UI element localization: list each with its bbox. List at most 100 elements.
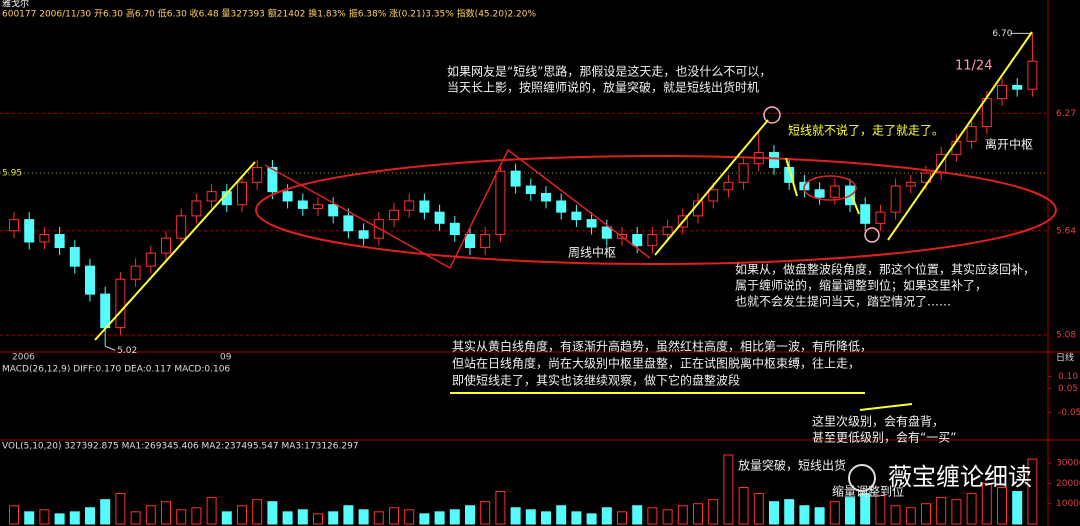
volume-bar	[206, 497, 217, 525]
low-label: 5.02	[117, 346, 137, 356]
candle-body	[723, 181, 734, 191]
note: 周线中枢	[568, 245, 616, 260]
note: 这里次级别，会有盘背，	[812, 414, 944, 429]
candle-body	[510, 170, 521, 187]
volume-bar	[966, 493, 977, 525]
volume-bar	[267, 501, 278, 525]
volume-bar	[9, 505, 19, 525]
candle-body	[39, 234, 50, 243]
note: 当天长上影，按照缠师说的，放量突破，就是短线出货时机	[447, 80, 759, 95]
volume-bar	[85, 507, 95, 525]
candle-body	[1012, 84, 1023, 90]
volume-bar	[814, 507, 825, 525]
volume-bar	[541, 511, 551, 525]
candle-body	[328, 204, 339, 217]
note: 属于缠师说的，缩量调整到位；如果这里补了，	[735, 278, 987, 293]
candle-body	[404, 200, 415, 211]
volume-bar	[161, 501, 171, 525]
candle-body	[647, 234, 658, 247]
note: 放量突破，短线出货	[738, 458, 846, 473]
volume-bar	[449, 509, 460, 525]
annotations-drawing	[94, 31, 1057, 411]
y-tick-label: 6.27	[1056, 109, 1076, 119]
volume-bar	[860, 493, 871, 525]
low-pointer	[105, 345, 116, 351]
volume-bar	[525, 509, 536, 525]
watermark-icon	[848, 464, 876, 492]
volume-bar	[237, 505, 247, 525]
volume-bar	[510, 507, 521, 525]
volume-bar	[176, 509, 187, 525]
volume-bar	[343, 505, 354, 525]
volume-bar	[328, 511, 339, 525]
candle-body	[343, 215, 354, 232]
panel-title: VOL(5,10,20) 327392.875 MA1:269345.406 M…	[2, 442, 359, 452]
volume-bar	[495, 491, 506, 525]
stroke-line	[264, 148, 651, 270]
watermark: 薇宝缠论细读	[888, 463, 1032, 491]
arrow	[859, 403, 913, 411]
volume-bar	[389, 507, 399, 525]
volume-bar	[845, 497, 855, 525]
volume-bar	[39, 509, 50, 525]
candle-body	[176, 215, 187, 239]
volume-bar	[571, 511, 582, 525]
candle-body	[951, 140, 962, 155]
zone-ellipse	[255, 155, 1057, 265]
arrow	[887, 31, 1033, 241]
volume-bar	[632, 505, 643, 525]
volume-bar	[100, 499, 111, 525]
candle-body	[54, 234, 65, 249]
candle-body	[69, 247, 80, 267]
candle-body	[191, 200, 202, 217]
note: 如果从，做盘整波段角度，那这个位置，其实应该回补，	[735, 262, 1035, 277]
y-tick-label: 5.08	[1056, 331, 1076, 341]
candle-body	[9, 219, 19, 232]
candle-body	[890, 185, 901, 213]
period-label: 09	[220, 353, 232, 363]
candle-body	[1027, 60, 1038, 90]
volume-bar	[875, 495, 886, 525]
volume-bar	[252, 499, 263, 525]
note: 短线就不说了，走了就走了。	[788, 123, 944, 138]
candle-body	[480, 234, 491, 249]
volume-bar	[784, 499, 795, 525]
candle-body	[829, 185, 840, 198]
zone-ellipse	[803, 175, 857, 201]
stock-name: 雅戈尔	[2, 0, 29, 10]
note: 但站在日线角度，尚在大级别中枢里盘整，正在试图脱离中枢束缚，往上走，	[452, 356, 860, 371]
volume-bar	[465, 505, 475, 525]
volume-bar	[951, 499, 962, 525]
y-tick-label: -0.05	[1058, 408, 1080, 418]
period-label: 2006	[12, 353, 35, 363]
volume-bar	[693, 503, 703, 525]
reference-label: 5.95	[2, 169, 22, 179]
volume-bar	[1027, 458, 1038, 525]
volume-bar	[69, 511, 80, 525]
volume-bar	[434, 511, 445, 525]
volume-bar	[297, 509, 308, 525]
volume-bar	[1012, 491, 1023, 525]
note: 11/24	[955, 59, 992, 74]
volume-bar	[130, 511, 141, 525]
candle-body	[525, 185, 536, 195]
arrow	[785, 157, 798, 197]
volume-bar	[419, 513, 430, 525]
y-tick-label: 200000	[1056, 479, 1080, 489]
candle-body	[662, 226, 673, 236]
candle-body	[449, 222, 460, 236]
candle-body	[769, 152, 779, 168]
volume-bar	[221, 511, 232, 525]
y-tick-label: 100000	[1056, 499, 1080, 509]
volume-bar	[145, 505, 156, 525]
volume-bar	[617, 511, 627, 525]
volume-bar	[799, 505, 810, 525]
volume-bar	[890, 505, 901, 525]
candle-body	[206, 191, 217, 202]
volume-bar	[282, 511, 293, 525]
y-tick-label: 0.05	[1058, 384, 1078, 394]
candle-body	[556, 200, 567, 213]
volume-bar	[829, 501, 840, 525]
